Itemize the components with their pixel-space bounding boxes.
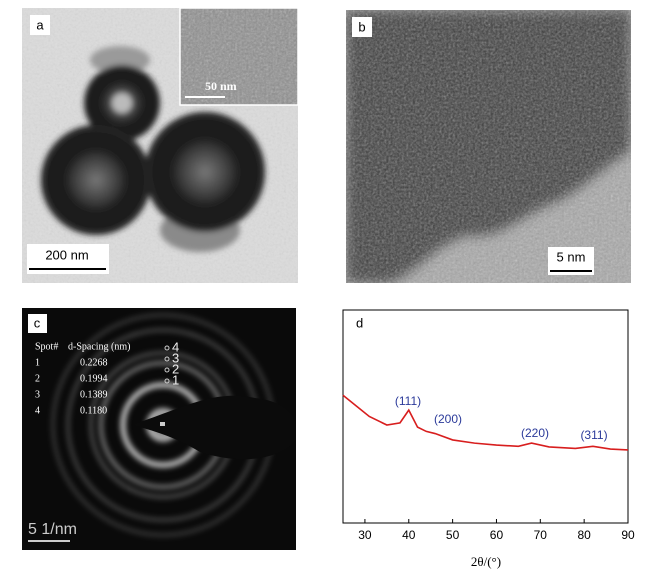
peak-label: (220) — [521, 426, 549, 440]
table-cell: 0.1389 — [80, 389, 108, 400]
panel-label-box — [28, 314, 47, 333]
table-cell: 4 — [35, 405, 40, 416]
panel-label: c — [34, 315, 41, 330]
panel-label: b — [358, 19, 365, 34]
ring-marker — [164, 345, 170, 351]
table-cell: 0.2268 — [80, 357, 108, 368]
panel-label-box — [30, 15, 50, 35]
ring-label: 1 — [172, 372, 179, 387]
x-tick-label: 80 — [577, 528, 591, 542]
scale-label: 5 1/nm — [28, 521, 77, 538]
peak-label: (311) — [580, 428, 607, 442]
ring-marker — [164, 367, 170, 373]
table-cell: 3 — [35, 389, 40, 400]
scale-label: 200 nm — [45, 247, 88, 262]
panel-label: d — [356, 315, 363, 330]
x-tick-label: 70 — [534, 528, 548, 542]
peak-label: (200) — [434, 412, 462, 426]
xrd-line — [342, 394, 629, 451]
x-tick-label: 90 — [621, 528, 635, 542]
panel-label-box — [352, 17, 372, 37]
ring-label: 3 — [172, 350, 179, 365]
ring-label: 2 — [172, 361, 179, 376]
table-cell: 2 — [35, 373, 40, 384]
x-tick-label: 30 — [358, 528, 372, 542]
saed-pattern — [22, 308, 296, 550]
x-tick-label: 40 — [402, 528, 416, 542]
ring-marker — [164, 378, 170, 384]
plot-frame — [342, 309, 629, 524]
table-header: Spot# — [35, 341, 58, 352]
panel-label: a — [36, 17, 44, 32]
tem-image-a — [22, 8, 298, 283]
scale-label: 5 nm — [557, 249, 586, 264]
table-header: d-Spacing (nm) — [68, 341, 131, 352]
x-axis-label: 2θ/(°) — [471, 554, 501, 569]
ring-marker — [164, 356, 170, 362]
peak-label: (111) — [395, 394, 421, 408]
table-cell: 0.1180 — [80, 405, 107, 416]
x-tick-label: 50 — [446, 528, 460, 542]
ring-label: 4 — [172, 339, 179, 354]
hrtem-image-b — [346, 10, 631, 283]
table-cell: 1 — [35, 357, 40, 368]
x-tick-label: 60 — [490, 528, 504, 542]
table-cell: 0.1994 — [80, 373, 108, 384]
inset-scale-label: 50 nm — [205, 79, 237, 93]
